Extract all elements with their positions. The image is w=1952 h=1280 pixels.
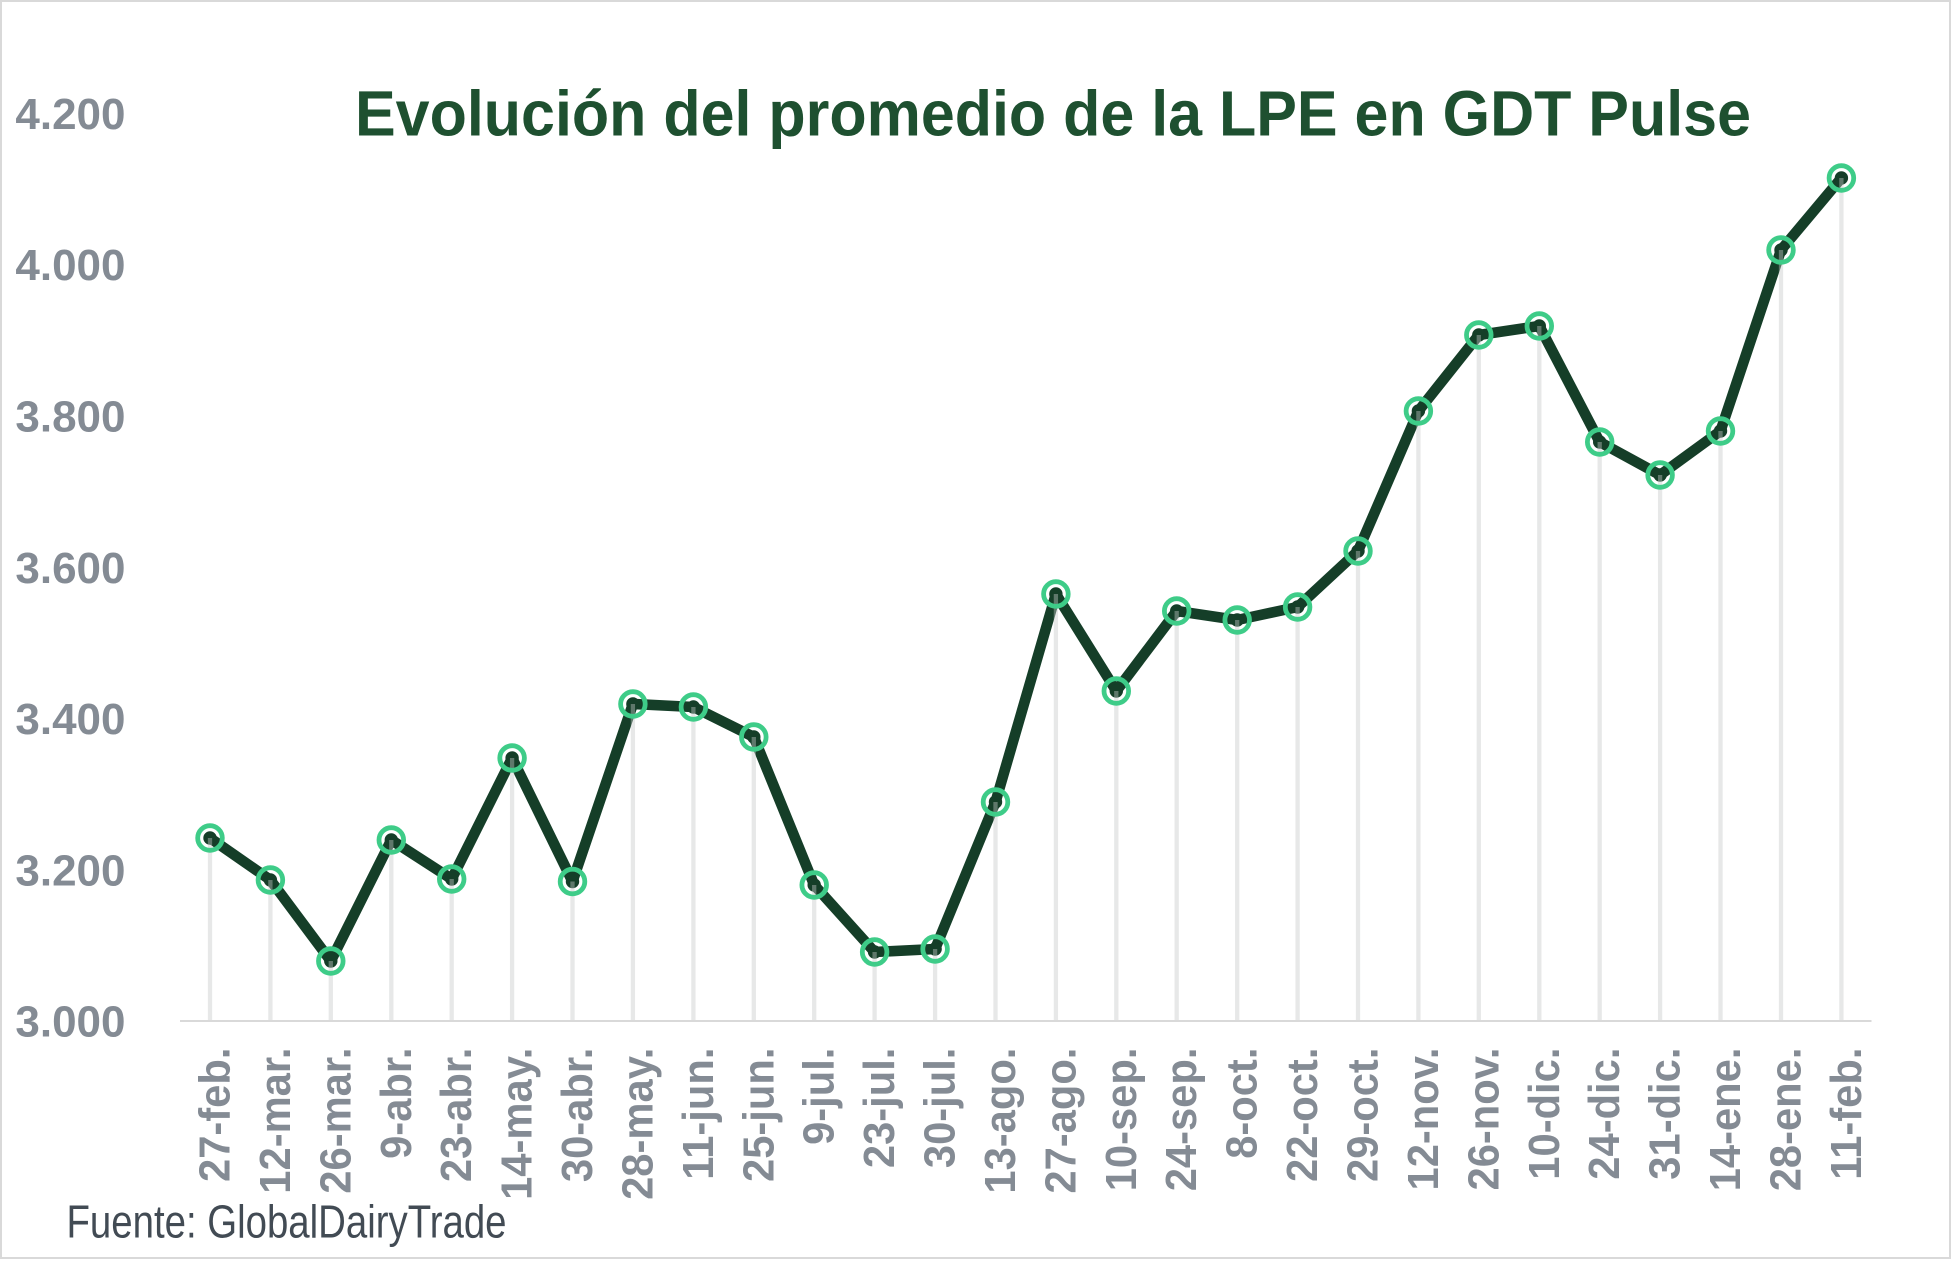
svg-text:14-ene.: 14-ene. bbox=[1701, 1048, 1750, 1192]
svg-text:4.200: 4.200 bbox=[15, 90, 125, 139]
svg-text:9-abr.: 9-abr. bbox=[372, 1048, 421, 1159]
svg-text:23-jul.: 23-jul. bbox=[855, 1048, 904, 1169]
svg-text:12-nov.: 12-nov. bbox=[1399, 1048, 1448, 1191]
svg-text:27-feb.: 27-feb. bbox=[191, 1048, 240, 1182]
svg-text:29-oct.: 29-oct. bbox=[1339, 1048, 1388, 1182]
svg-text:3.200: 3.200 bbox=[15, 846, 125, 895]
svg-text:10-dic.: 10-dic. bbox=[1520, 1048, 1569, 1180]
svg-text:24-dic.: 24-dic. bbox=[1580, 1048, 1629, 1180]
svg-text:26-mar.: 26-mar. bbox=[311, 1048, 360, 1194]
svg-text:3.000: 3.000 bbox=[15, 998, 125, 1047]
svg-text:8-oct.: 8-oct. bbox=[1218, 1048, 1267, 1159]
svg-text:11-jun.: 11-jun. bbox=[674, 1048, 723, 1180]
svg-text:25-jun.: 25-jun. bbox=[734, 1048, 783, 1182]
svg-text:13-ago.: 13-ago. bbox=[976, 1048, 1025, 1194]
svg-text:28-may.: 28-may. bbox=[613, 1048, 662, 1200]
svg-text:11-feb.: 11-feb. bbox=[1822, 1048, 1871, 1180]
svg-text:31-dic.: 31-dic. bbox=[1641, 1048, 1690, 1180]
svg-text:26-nov.: 26-nov. bbox=[1459, 1048, 1508, 1191]
svg-text:24-sep.: 24-sep. bbox=[1157, 1048, 1206, 1192]
svg-text:Evolución del promedio de la L: Evolución del promedio de la LPE en GDT … bbox=[355, 78, 1751, 150]
svg-text:27-ago.: 27-ago. bbox=[1036, 1048, 1085, 1194]
svg-text:3.400: 3.400 bbox=[15, 695, 125, 744]
svg-text:10-sep.: 10-sep. bbox=[1097, 1048, 1146, 1192]
svg-text:14-may.: 14-may. bbox=[493, 1048, 542, 1200]
svg-text:12-mar.: 12-mar. bbox=[251, 1048, 300, 1194]
svg-text:4.000: 4.000 bbox=[15, 241, 125, 290]
svg-text:3.600: 3.600 bbox=[15, 544, 125, 593]
svg-text:28-ene.: 28-ene. bbox=[1762, 1048, 1811, 1192]
svg-text:22-oct.: 22-oct. bbox=[1278, 1048, 1327, 1182]
svg-text:3.800: 3.800 bbox=[15, 393, 125, 442]
svg-text:30-abr.: 30-abr. bbox=[553, 1048, 602, 1183]
svg-text:9-jul.: 9-jul. bbox=[795, 1048, 844, 1145]
svg-text:30-jul.: 30-jul. bbox=[916, 1048, 965, 1169]
svg-text:23-abr.: 23-abr. bbox=[432, 1048, 481, 1183]
svg-text:Fuente: GlobalDairyTrade: Fuente: GlobalDairyTrade bbox=[67, 1196, 507, 1248]
